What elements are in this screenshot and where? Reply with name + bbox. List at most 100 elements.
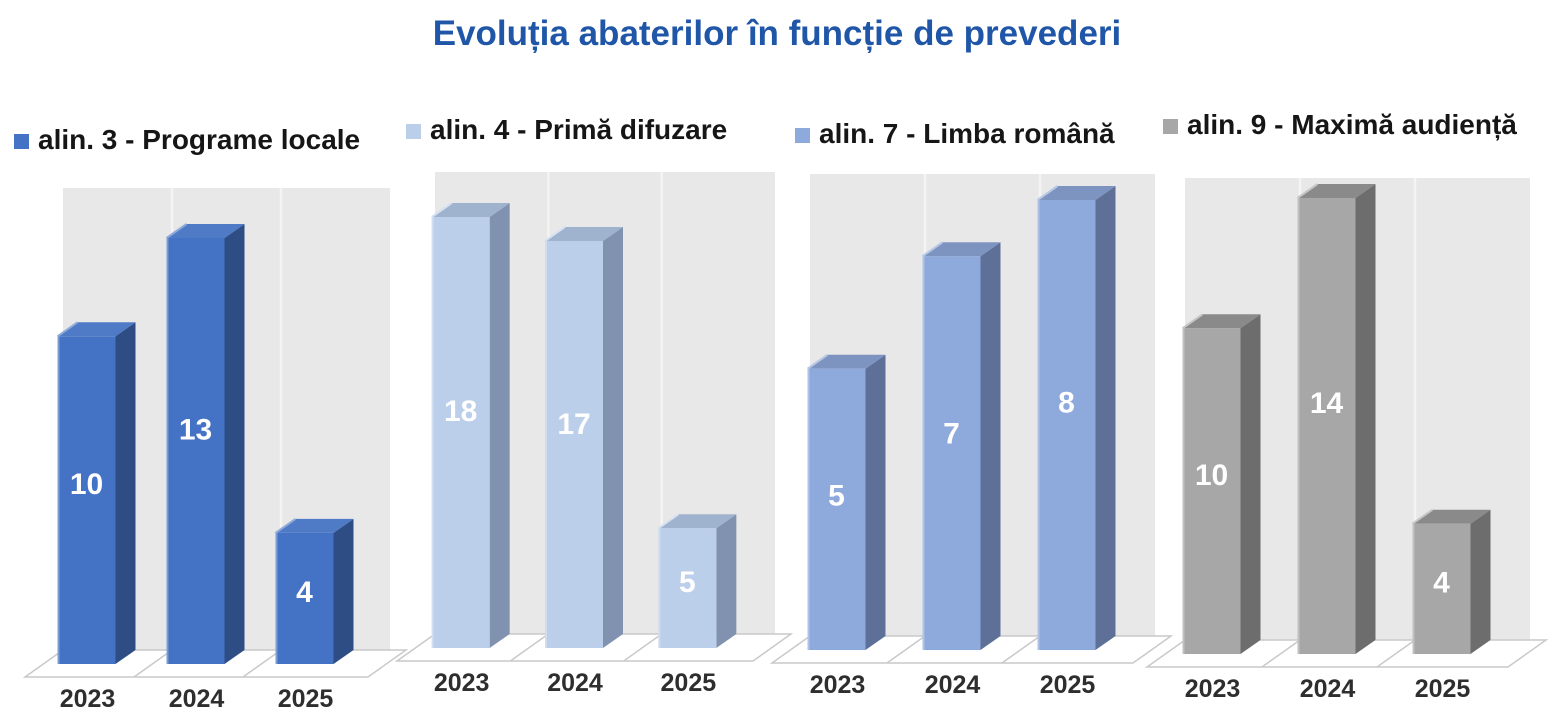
bar-2025: 5: [657, 513, 737, 648]
year-axis-label: 2023: [434, 669, 490, 697]
bar-top-edge-highlight: [56, 321, 79, 338]
bar-2024: 7: [921, 241, 1001, 650]
bar-side-face: [489, 203, 510, 648]
legend-alin-7: alin. 7 - Limba română: [795, 118, 1115, 150]
bar-top-face: [1297, 184, 1376, 198]
bar-front-face: [1037, 200, 1096, 650]
chart-panel-3: 5 2023 7 2024 8 2025: [769, 174, 1174, 699]
legend-label: alin. 3 - Programe locale: [38, 124, 361, 155]
floor-divider: [133, 649, 173, 678]
bar-front-face: [1297, 198, 1356, 654]
bar-top-face: [545, 226, 623, 241]
bar-top-edge-highlight: [544, 226, 566, 242]
year-axis-label: 2024: [925, 671, 981, 699]
bar-side-face: [224, 224, 245, 664]
bar-value-label: 18: [444, 395, 477, 428]
bar-top-edge-highlight: [1181, 313, 1204, 330]
year-axis-label: 2023: [60, 685, 116, 713]
bar-front-face: [807, 368, 866, 650]
bar-top-edge-highlight: [921, 241, 944, 258]
bar-2024: 14: [1296, 183, 1376, 654]
year-axis-label: 2023: [810, 671, 866, 699]
bar-top-edge-highlight: [806, 353, 829, 370]
bar-2023: 10: [56, 321, 136, 664]
chart-panel-2: 18 2023 17 2024 5 2025: [394, 172, 794, 697]
bar-top-face: [275, 518, 354, 533]
year-axis-label: 2023: [1185, 675, 1241, 703]
bar-side-face: [1095, 186, 1116, 650]
bar-top-face: [1037, 186, 1116, 200]
bar-2025: 4: [1411, 508, 1491, 654]
bar-top-face: [658, 514, 737, 529]
bar-top-edge-highlight: [1296, 183, 1319, 199]
bar-2023: 10: [1181, 313, 1261, 654]
bar-front-face: [57, 336, 116, 664]
bar-side-face: [1240, 314, 1261, 654]
bar-2023: 5: [806, 353, 886, 650]
bar-front-face: [431, 217, 490, 648]
floor-divider: [1376, 639, 1416, 668]
bar-side-face: [865, 354, 886, 650]
bar-value-label: 13: [179, 414, 212, 447]
bar-side-face: [115, 322, 136, 664]
year-axis-label: 2025: [1040, 671, 1096, 699]
bar-side-face: [1355, 184, 1376, 654]
legend-swatch-icon: [406, 124, 421, 139]
legend-label: alin. 4 - Primă difuzare: [430, 114, 728, 145]
bar-2025: 8: [1036, 185, 1116, 650]
bar-top-face: [1412, 509, 1491, 524]
bar-top-face: [431, 203, 510, 217]
bar-top-edge-highlight: [1411, 508, 1434, 525]
bar-front-face: [1182, 328, 1241, 654]
legend-label: alin. 9 - Maximă audiență: [1187, 109, 1517, 140]
legend-swatch-icon: [1163, 119, 1178, 134]
bar-side-face: [1470, 509, 1491, 654]
bar-value-label: 10: [1195, 459, 1228, 492]
bar-front-face: [166, 238, 225, 664]
bar-top-edge-highlight: [431, 202, 453, 218]
bar-top-edge-highlight: [274, 518, 297, 534]
bar-2025: 4: [274, 518, 354, 664]
bar-top-face: [57, 322, 136, 337]
floor-divider: [886, 635, 926, 664]
bar-front-face: [545, 240, 603, 648]
bar-side-face: [603, 226, 623, 648]
bar-side-face: [716, 514, 737, 648]
chart-title: Evoluția abaterilor în funcție de preved…: [432, 14, 1122, 53]
legend-swatch-icon: [795, 128, 810, 143]
bar-front-face: [1412, 523, 1471, 654]
year-axis-label: 2024: [547, 669, 603, 697]
bar-value-label: 8: [1058, 387, 1075, 420]
bar-side-face: [333, 518, 354, 664]
year-axis-label: 2025: [278, 685, 334, 713]
legend-swatch-icon: [14, 134, 29, 149]
floor-divider: [1261, 639, 1301, 668]
year-axis-label: 2024: [1300, 675, 1356, 703]
bar-value-label: 4: [1433, 566, 1450, 599]
bar-front-face: [275, 532, 334, 664]
bar-value-label: 14: [1310, 387, 1344, 420]
bar-value-label: 17: [557, 408, 590, 441]
bar-value-label: 5: [828, 479, 845, 512]
bar-value-label: 10: [70, 468, 103, 501]
bar-value-label: 5: [679, 566, 696, 599]
bar-value-label: 7: [943, 417, 960, 450]
bar-top-face: [807, 354, 886, 369]
legend-label: alin. 7 - Limba română: [819, 118, 1115, 149]
bar-value-label: 4: [296, 576, 313, 609]
year-axis-label: 2025: [661, 669, 717, 697]
bar-2024: 13: [165, 223, 245, 664]
legend-alin-3: alin. 3 - Programe locale: [14, 124, 360, 156]
floor-divider: [242, 649, 282, 678]
bar-top-face: [166, 224, 245, 238]
bar-2023: 18: [431, 202, 510, 648]
bar-top-face: [1182, 314, 1261, 329]
bar-top-edge-highlight: [1036, 185, 1059, 201]
bar-front-face: [922, 256, 981, 650]
floor-divider: [1001, 635, 1041, 664]
bar-front-face: [658, 528, 717, 648]
year-axis-label: 2025: [1415, 675, 1471, 703]
bar-top-edge-highlight: [165, 223, 188, 239]
floor-divider: [623, 633, 663, 662]
